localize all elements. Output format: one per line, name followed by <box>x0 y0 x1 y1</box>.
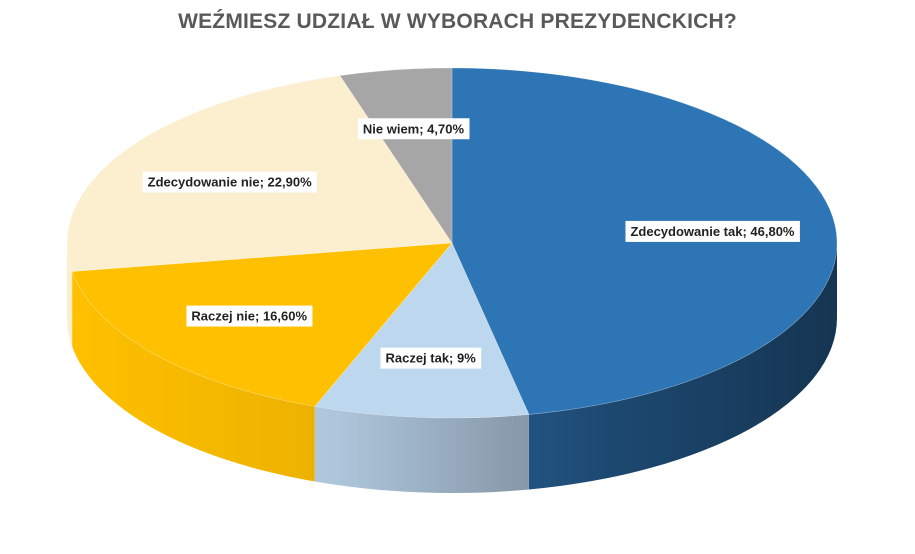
pie-slice-raczej-tak <box>314 242 530 419</box>
data-label-raczej-tak: Raczej tak; 9% <box>380 347 482 369</box>
data-label-text: Zdecydowanie tak; 46,80% <box>630 224 794 239</box>
data-label-text: Raczej nie; 16,60% <box>191 309 307 324</box>
data-label-text: Nie wiem; 4,70% <box>363 121 465 136</box>
data-label-raczej-nie: Raczej nie; 16,60% <box>186 305 313 327</box>
data-label-text: Zdecydowanie nie; 22,90% <box>148 175 312 190</box>
pie-labels: Zdecydowanie tak; 46,80% Raczej tak; 9% Ra… <box>142 118 800 369</box>
pie-side-raczej-tak <box>314 406 529 494</box>
data-label-zdecydowanie-nie: Zdecydowanie nie; 22,90% <box>142 171 318 193</box>
pie-side-raczej-nie <box>72 271 315 482</box>
pie-sides <box>67 243 837 494</box>
pie-side-zdecydowanie-tak <box>528 243 837 490</box>
data-label-text: Raczej tak; 9% <box>385 351 476 366</box>
pie-side-zdecydowanie-nie <box>67 243 73 347</box>
chart-title: WEŹMIESZ UDZIAŁ W WYBORACH PREZYDENCKICH… <box>178 10 737 33</box>
pie-slice-nie-wiem <box>339 67 453 244</box>
data-label-nie-wiem: Nie wiem; 4,70% <box>357 118 470 140</box>
data-label-zdecydowanie-tak: Zdecydowanie tak; 46,80% <box>625 220 800 242</box>
